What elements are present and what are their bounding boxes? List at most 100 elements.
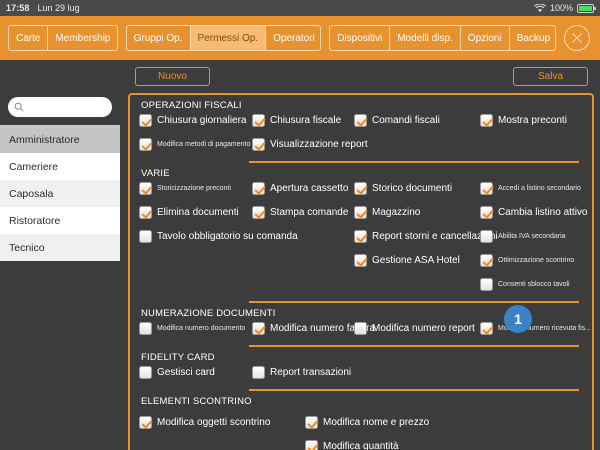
checked-box-icon[interactable] xyxy=(252,138,265,151)
checkbox-label: Visualizzazione report xyxy=(270,139,368,150)
checkbox-apertura-cassetto[interactable]: Apertura cassetto xyxy=(252,182,348,195)
checkbox-label: Modifica numero fattura xyxy=(270,323,376,334)
checkbox-label: Stampa comande xyxy=(270,207,349,218)
tab-permessi-op[interactable]: Permessi Op. xyxy=(190,26,267,50)
unchecked-box-icon[interactable] xyxy=(139,322,152,335)
checked-box-icon[interactable] xyxy=(139,416,152,429)
checkbox-chiusura-fiscale[interactable]: Chiusura fiscale xyxy=(252,114,341,127)
unchecked-box-icon[interactable] xyxy=(480,278,493,291)
checkbox-elimina-documenti[interactable]: Elimina documenti xyxy=(139,206,239,219)
search-box[interactable] xyxy=(8,97,112,117)
unchecked-box-icon[interactable] xyxy=(139,230,152,243)
checkbox-magazzino[interactable]: Magazzino xyxy=(354,206,420,219)
tab-operatori[interactable]: Operatori xyxy=(273,32,315,44)
checkbox-label: Elimina documenti xyxy=(157,207,239,218)
status-time: 17:58 xyxy=(6,3,30,13)
role-item-ristoratore[interactable]: Ristoratore xyxy=(0,207,120,234)
section-rows-operazioni-fiscali: Chiusura giornaliera Chiusura fiscale Coma… xyxy=(139,114,583,158)
checked-box-icon[interactable] xyxy=(480,206,493,219)
checkbox-chiusura-giornaliera[interactable]: Chiusura giornaliera xyxy=(139,114,247,127)
checkbox-storicizzazione-preconti[interactable]: Storicizzazione preconti xyxy=(139,182,231,195)
checked-box-icon[interactable] xyxy=(480,322,493,335)
nuovo-button[interactable]: Nuovo xyxy=(135,66,210,86)
battery-percent-label: 100% xyxy=(549,3,573,13)
unchecked-box-icon[interactable] xyxy=(480,230,493,243)
checkbox-label: Storicizzazione preconti xyxy=(157,185,231,192)
status-bar: 17:58 Lun 29 lug 100% xyxy=(0,0,600,16)
checked-box-icon[interactable] xyxy=(139,182,152,195)
section-separator xyxy=(249,301,579,303)
section-rows-elementi-scontrino: Modifica oggetti scontrino Modifica nome … xyxy=(139,410,583,450)
checked-box-icon[interactable] xyxy=(354,114,367,127)
checkbox-modifica-numero-ricevuta-fis[interactable]: Modifica numero ricevuta fis... xyxy=(480,322,591,335)
checked-box-icon[interactable] xyxy=(252,182,265,195)
checkbox-visualizzazione-report[interactable]: Visualizzazione report xyxy=(252,138,368,151)
checkbox-stampa-comande[interactable]: Stampa comande xyxy=(252,206,348,219)
section-rows-fidelity-card: Gestisci card Report transazioni xyxy=(139,366,583,386)
unchecked-box-icon[interactable] xyxy=(354,322,367,335)
checkbox-modifica-nome-e-prezzo[interactable]: Modifica nome e prezzo xyxy=(305,416,429,429)
checkbox-modifica-numero-documento[interactable]: Modifica numero documento xyxy=(139,322,245,335)
checkbox-label: Consenti sblocco tavoli xyxy=(498,281,570,288)
close-icon[interactable] xyxy=(564,25,590,51)
sidebar: Amministratore Cameriere Caposala Ristor… xyxy=(0,60,120,450)
role-item-caposala[interactable]: Caposala xyxy=(0,180,120,207)
checkbox-modifica-numero-fattura[interactable]: Modifica numero fattura xyxy=(252,322,375,335)
role-item-amministratore[interactable]: Amministratore xyxy=(0,126,120,153)
tab-membership[interactable]: Membership xyxy=(55,32,111,44)
checked-box-icon[interactable] xyxy=(354,182,367,195)
tab-dispositivi[interactable]: Dispositivi xyxy=(330,26,391,50)
checkbox-modifica-metodi-di-pagamento[interactable]: Modifica metodi di pagamento xyxy=(139,138,250,151)
checkbox-abilita-iva-secondaria[interactable]: Abilita IVA secondaria xyxy=(480,230,566,243)
checkbox-label: Gestisci card xyxy=(157,367,215,378)
checkbox-report-storni-e-cancellazioni[interactable]: Report storni e cancellazioni xyxy=(354,230,498,243)
checkbox-comandi-fiscali[interactable]: Comandi fiscali xyxy=(354,114,440,127)
tab-gruppi-op[interactable]: Gruppi Op. xyxy=(127,26,191,50)
unchecked-box-icon[interactable] xyxy=(139,366,152,379)
checked-box-icon[interactable] xyxy=(305,440,318,450)
checkbox-report-transazioni[interactable]: Report transazioni xyxy=(252,366,351,379)
step-badge: 1 xyxy=(504,305,532,333)
checked-box-icon[interactable] xyxy=(139,138,152,151)
checkbox-mostra-preconti[interactable]: Mostra preconti xyxy=(480,114,567,127)
checkbox-consenti-sblocco-tavoli[interactable]: Consenti sblocco tavoli xyxy=(480,278,570,291)
checked-box-icon[interactable] xyxy=(354,230,367,243)
section-separator xyxy=(249,389,579,391)
checked-box-icon[interactable] xyxy=(354,254,367,267)
checkbox-ottimizzazione-scontrino[interactable]: Ottimizzazione scontrino xyxy=(480,254,574,267)
checked-box-icon[interactable] xyxy=(252,322,265,335)
section-rows-numerazione-documenti: Modifica numero documento Modifica numero… xyxy=(139,322,591,342)
tab-backup[interactable]: Backup xyxy=(516,32,551,44)
tab-modelli-disp[interactable]: Modelli disp. xyxy=(390,26,461,50)
checkbox-label: Modifica numero ricevuta fis... xyxy=(498,325,591,332)
search-input[interactable] xyxy=(28,101,106,113)
checked-box-icon[interactable] xyxy=(252,206,265,219)
checkbox-storico-documenti[interactable]: Storico documenti xyxy=(354,182,452,195)
tab-group-3: Dispositivi Modelli disp. Opzioni Backup xyxy=(329,25,557,51)
checkbox-tavolo-obbligatorio-su-comanda[interactable]: Tavolo obbligatorio su comanda xyxy=(139,230,298,243)
role-item-cameriere[interactable]: Cameriere xyxy=(0,153,120,180)
checkbox-gestione-asa-hotel[interactable]: Gestione ASA Hotel xyxy=(354,254,460,267)
checked-box-icon[interactable] xyxy=(139,114,152,127)
checked-box-icon[interactable] xyxy=(480,254,493,267)
checkbox-modifica-quantita[interactable]: Modifica quantità xyxy=(305,440,399,450)
checkbox-label: Modifica numero report xyxy=(372,323,475,334)
checkbox-accedi-a-listino-secondario[interactable]: Accedi a listino secondario xyxy=(480,182,581,195)
checkbox-modifica-numero-report[interactable]: Modifica numero report xyxy=(354,322,475,335)
checkbox-modifica-oggetti-scontrino[interactable]: Modifica oggetti scontrino xyxy=(139,416,270,429)
tab-opzioni[interactable]: Opzioni xyxy=(461,26,510,50)
checked-box-icon[interactable] xyxy=(480,114,493,127)
checked-box-icon[interactable] xyxy=(480,182,493,195)
unchecked-box-icon[interactable] xyxy=(252,366,265,379)
role-item-tecnico[interactable]: Tecnico xyxy=(0,234,120,261)
checkbox-gestisci-card[interactable]: Gestisci card xyxy=(139,366,215,379)
checked-box-icon[interactable] xyxy=(252,114,265,127)
checked-box-icon[interactable] xyxy=(305,416,318,429)
salva-button[interactable]: Salva xyxy=(513,66,588,86)
tab-carte[interactable]: Carte xyxy=(9,26,49,50)
checked-box-icon[interactable] xyxy=(354,206,367,219)
checkbox-label: Tavolo obbligatorio su comanda xyxy=(157,231,298,242)
checkbox-cambia-listino-attivo[interactable]: Cambia listino attivo xyxy=(480,206,587,219)
checked-box-icon[interactable] xyxy=(139,206,152,219)
